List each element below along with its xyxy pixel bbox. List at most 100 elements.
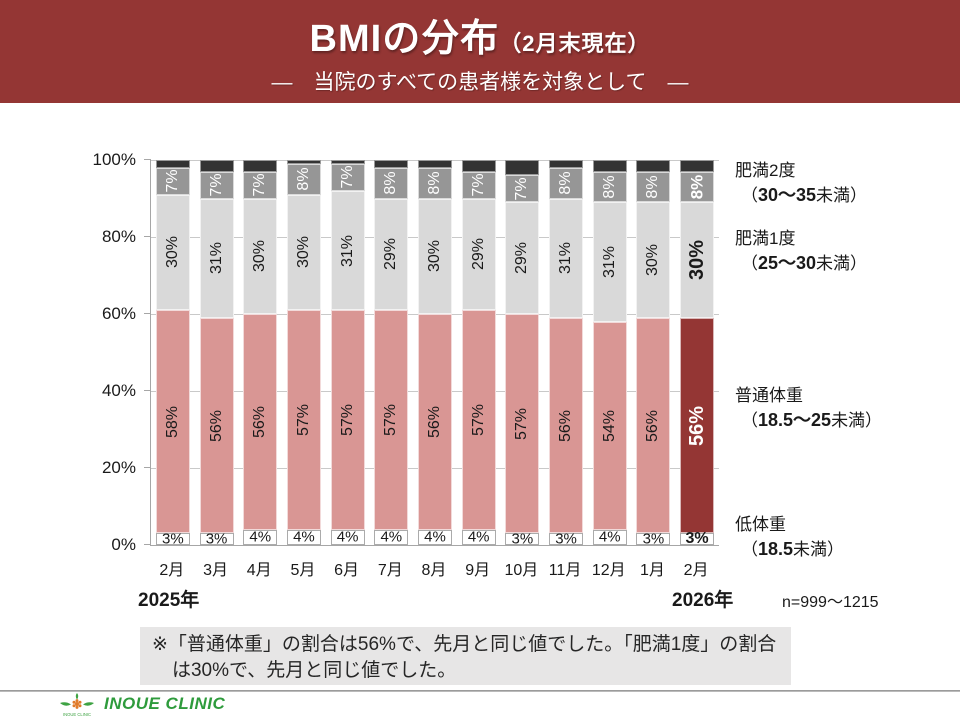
value-label: 3%	[685, 530, 709, 548]
bar-segment: 7%	[199, 171, 234, 199]
bar-segment: 56%	[680, 317, 715, 534]
bar-segment: 3%	[549, 532, 584, 547]
bars-container: 3% 58% 30% 7% 3% 56% 31% 7% 4% 56% 30% 7% 4% 57% 30% 8%…	[151, 160, 719, 548]
bar-segment	[374, 160, 409, 168]
stacked-bar: 3% 57% 29% 7%	[505, 160, 540, 547]
page-title-text: BMIの分布	[309, 18, 500, 60]
y-tick-label: 100%	[92, 150, 136, 169]
legend-item-obesity2: 肥満2度 （30～35未満）	[735, 158, 960, 208]
bar-segment: 8%	[417, 167, 452, 199]
bar-segment: 31%	[549, 198, 584, 318]
bar-segment: 31%	[330, 190, 365, 311]
y-tick-label: 80%	[101, 227, 136, 246]
value-label: 7%	[163, 169, 181, 193]
bar-segment: 8%	[592, 171, 627, 203]
legend-item-obesity1: 肥満1度 （25～30未満）	[735, 226, 960, 276]
value-label: 30%	[644, 244, 662, 277]
value-label: 57%	[469, 403, 487, 436]
chart-plot: 3% 58% 30% 7% 3% 56% 31% 7% 4% 56% 30% 7% 4% 57% 30% 8%…	[144, 159, 719, 548]
stacked-bar: 3% 56% 31% 8%	[549, 160, 584, 547]
bar-segment: 56%	[417, 314, 452, 530]
bar-column: 4% 57% 29% 7%	[457, 160, 501, 545]
value-label: 30%	[686, 240, 709, 281]
stacked-bar: 4% 57% 31% 7%	[330, 160, 365, 546]
y-tick-label: 40%	[101, 381, 136, 400]
month-label: 4月	[246, 562, 272, 579]
y-tick-mark	[144, 236, 151, 237]
value-label: 4%	[336, 528, 359, 546]
bar-column: 4% 57% 31% 7%	[326, 160, 370, 545]
page-subtitle: ― 当院のすべての患者様を対象として ―	[271, 71, 689, 94]
bar-segment: 30%	[417, 198, 452, 315]
bar-segment: 31%	[199, 198, 234, 318]
bar-column: 4% 54% 31% 8%	[588, 160, 632, 545]
bar-segment: 4%	[374, 529, 409, 545]
stacked-bar: 3% 56% 30% 8%	[636, 160, 671, 548]
value-label: 8%	[382, 171, 400, 195]
bar-segment	[155, 160, 190, 168]
value-label: 56%	[686, 405, 709, 446]
month-label: 12月	[591, 562, 626, 579]
value-label: 56%	[425, 405, 443, 438]
legend-item-normal-weight: 普通体重 （18.5～25未満）	[735, 383, 960, 433]
bar-segment: 30%	[286, 194, 321, 311]
bar-segment: 7%	[505, 175, 540, 203]
bar-segment: 29%	[505, 202, 540, 315]
bar-segment	[549, 160, 584, 168]
value-label: 31%	[207, 242, 225, 275]
svg-text:INOUE CLINIC: INOUE CLINIC	[63, 712, 91, 717]
value-label: 29%	[469, 238, 487, 271]
bar-segment: 57%	[461, 310, 496, 530]
value-label: 30%	[425, 240, 443, 273]
bar-column: 3% 58% 30% 7%	[151, 160, 195, 548]
value-label: 8%	[687, 174, 707, 200]
legend-range: （18.5未満）	[741, 539, 845, 559]
bar-segment: 29%	[374, 198, 409, 311]
value-label: 29%	[382, 238, 400, 271]
bar-segment: 8%	[374, 167, 409, 199]
bar-segment: 3%	[680, 530, 715, 548]
y-tick-label: 60%	[101, 304, 136, 323]
month-label: 7月	[377, 562, 403, 579]
bar-segment: 56%	[636, 317, 671, 534]
bar-segment: 7%	[243, 171, 278, 199]
value-label: 29%	[513, 242, 531, 275]
bar-segment: 8%	[286, 163, 321, 195]
value-label: 4%	[249, 528, 272, 546]
note-text: ※「普通体重」の割合は56%で、先月と同じ値でした。「肥満1度」の割合は30%で…	[152, 634, 777, 681]
value-label: 4%	[467, 528, 490, 546]
sample-size-label: n=999～1215	[782, 594, 879, 611]
bar-segment: 57%	[330, 310, 365, 530]
bar-column: 4% 57% 29% 8%	[369, 160, 413, 545]
value-label: 8%	[644, 175, 662, 199]
bar-segment: 8%	[636, 171, 671, 203]
month-label: 2月	[683, 562, 709, 579]
bar-segment	[417, 160, 452, 168]
stacked-bar: 4% 57% 30% 8%	[286, 160, 321, 545]
value-label: 30%	[251, 240, 269, 273]
value-label: 30%	[163, 236, 181, 269]
bar-column: 3% 56% 31% 8%	[544, 160, 588, 547]
bar-column: 4% 56% 30% 8%	[413, 160, 457, 545]
bar-segment: 30%	[680, 202, 715, 318]
value-label: 31%	[557, 242, 575, 275]
y-tick-mark	[144, 390, 151, 391]
bar-segment: 30%	[155, 194, 190, 311]
value-label: 4%	[424, 528, 446, 546]
value-label: 3%	[642, 530, 665, 548]
value-label: 30%	[294, 236, 312, 269]
bar-segment: 31%	[592, 202, 627, 322]
bar-column: 4% 56% 30% 7%	[238, 160, 282, 545]
note-box: ※「普通体重」の割合は56%で、先月と同じ値でした。「肥満1度」の割合は30%で…	[140, 627, 791, 685]
bar-segment: 3%	[155, 530, 190, 548]
y-tick-label: 0%	[111, 535, 136, 554]
bar-column: 3% 56% 31% 7%	[195, 160, 239, 547]
footer-divider	[0, 690, 960, 692]
value-label: 7%	[469, 173, 487, 197]
month-label: 1月	[639, 562, 665, 579]
bar-segment: 56%	[243, 314, 278, 530]
value-label: 3%	[162, 530, 184, 548]
bar-segment	[330, 160, 365, 164]
bar-segment: 4%	[330, 528, 365, 546]
bar-segment: 4%	[243, 528, 278, 546]
